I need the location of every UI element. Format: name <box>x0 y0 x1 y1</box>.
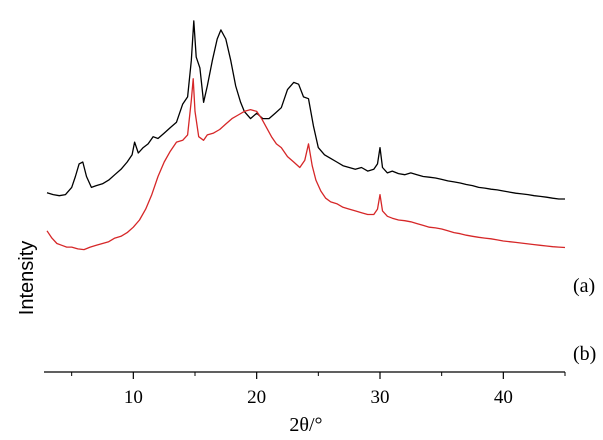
series-label-a: (a) <box>573 275 595 297</box>
x-tick-label: 20 <box>247 387 266 408</box>
plot-area <box>46 20 566 251</box>
series-labels: (a) (b) <box>573 275 596 365</box>
series-label-b: (b) <box>573 343 596 365</box>
y-axis-title: Intensity <box>16 241 38 315</box>
x-tick-label: 30 <box>371 387 390 408</box>
x-tick-label: 10 <box>124 387 143 408</box>
x-axis-ticks: 10 20 30 40 <box>71 372 566 408</box>
series-line-b <box>46 78 566 251</box>
x-axis-title: 2θ/° <box>289 414 322 436</box>
series-line-a <box>46 20 565 200</box>
x-tick-label: 40 <box>494 387 513 408</box>
